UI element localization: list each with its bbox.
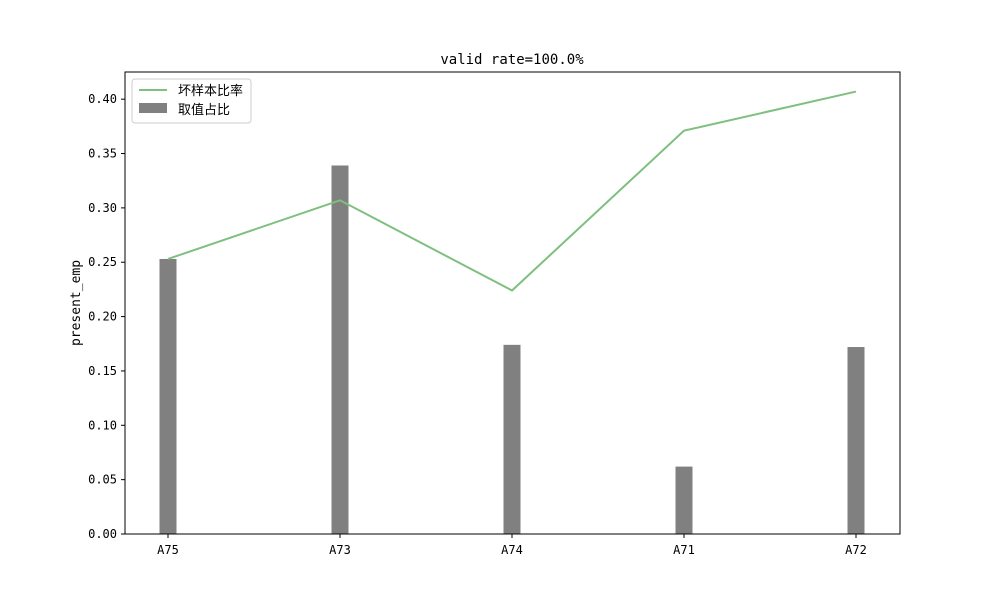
legend-label-line: 坏样本比率 bbox=[178, 83, 243, 99]
y-tick-label: 0.05 bbox=[88, 473, 117, 487]
x-tick-label: A75 bbox=[157, 543, 179, 557]
y-axis: 0.00 0.05 0.10 0.15 0.20 0.25 0.30 0.35 0.40 bbox=[88, 92, 125, 541]
bar bbox=[675, 466, 693, 534]
legend-label-bar: 取值占比 bbox=[178, 102, 230, 118]
bar bbox=[331, 165, 349, 534]
legend-bar-swatch bbox=[139, 103, 167, 113]
bar bbox=[847, 347, 865, 534]
x-axis: A75 A73 A74 A71 A72 bbox=[157, 534, 867, 557]
chart-title: valid rate=100.0% bbox=[440, 52, 584, 68]
line-layer bbox=[167, 90, 857, 292]
x-tick-label: A71 bbox=[673, 543, 695, 557]
bar bbox=[503, 344, 521, 534]
x-tick-label: A73 bbox=[329, 543, 351, 557]
y-tick-label: 0.30 bbox=[88, 201, 117, 215]
y-tick-label: 0.35 bbox=[88, 147, 117, 161]
x-tick-label: A72 bbox=[845, 543, 867, 557]
y-tick-label: 0.10 bbox=[88, 418, 117, 432]
y-tick-label: 0.20 bbox=[88, 310, 117, 324]
bar bbox=[159, 258, 177, 534]
legend: 坏样本比率 取值占比 bbox=[131, 78, 252, 124]
x-tick-label: A74 bbox=[501, 543, 523, 557]
y-tick-label: 0.15 bbox=[88, 364, 117, 378]
y-tick-label: 0.00 bbox=[88, 527, 117, 541]
bars bbox=[159, 165, 865, 534]
y-axis-label: present_emp bbox=[69, 260, 84, 346]
y-tick-label: 0.25 bbox=[88, 255, 117, 269]
line-series bbox=[167, 90, 857, 292]
y-tick-label: 0.40 bbox=[88, 92, 117, 106]
